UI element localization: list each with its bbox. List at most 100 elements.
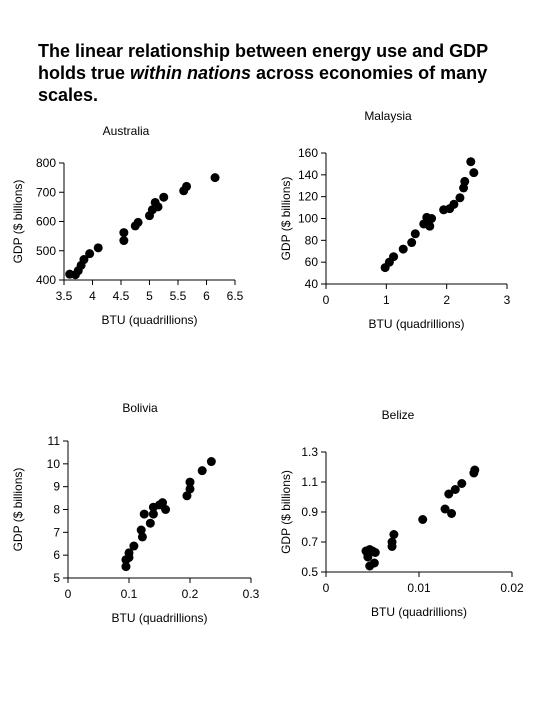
bolivia-x-axis-label: BTU (quadrillions) (111, 611, 207, 625)
australia-x-tick-label: 5.5 (170, 289, 187, 303)
malaysia-y-axis-label: GDP ($ billions) (279, 177, 293, 261)
malaysia-data-point (410, 229, 420, 239)
belize-data-point (440, 504, 450, 514)
bolivia-x-tick-label: 0.1 (121, 587, 138, 601)
malaysia-y-tick-label: 40 (305, 277, 319, 291)
australia-x-tick-label: 6 (203, 289, 210, 303)
malaysia-data-point (422, 212, 432, 222)
bolivia-data-point (137, 532, 147, 542)
australia-x-tick-label: 5 (146, 289, 153, 303)
bolivia-y-tick-label: 5 (53, 571, 60, 585)
australia-data-point (133, 217, 143, 227)
belize-data-point (444, 489, 454, 499)
belize-x-tick-label: 0.01 (407, 581, 431, 595)
bolivia-x-tick-label: 0 (65, 587, 72, 601)
bolivia-y-tick-label: 7 (53, 525, 60, 539)
belize-data-point (418, 515, 428, 524)
bolivia-y-tick-label: 9 (53, 480, 60, 494)
belize-data-point (387, 537, 397, 547)
bolivia-chart-title: Bolivia (122, 401, 158, 415)
australia-y-tick-label: 600 (36, 215, 56, 229)
australia-chart: Australia 400 500 600 700 800 3.5 4 4.5 5 5.5 6 6.5 B… (11, 124, 244, 327)
australia-y-tick-label: 400 (36, 273, 56, 287)
malaysia-y-tick-label: 60 (305, 255, 319, 269)
belize-y-tick-label: 1.3 (301, 445, 318, 459)
australia-y-tick-label: 800 (36, 156, 56, 170)
malaysia-data-point (469, 168, 479, 178)
malaysia-chart-title: Malaysia (364, 109, 412, 123)
australia-x-tick-label: 4.5 (113, 289, 130, 303)
australia-x-axis-label: BTU (quadrillions) (101, 313, 197, 327)
australia-data-point (153, 202, 163, 212)
australia-y-axis-label: GDP ($ billions) (11, 180, 25, 264)
australia-data-point (119, 228, 129, 238)
australia-data-point (119, 236, 129, 246)
australia-data-point (182, 181, 192, 191)
malaysia-data-point (407, 238, 417, 248)
belize-y-tick-label: 0.7 (301, 535, 318, 549)
bolivia-x-tick-label: 0.3 (243, 587, 260, 601)
malaysia-y-tick-label: 100 (298, 212, 318, 226)
malaysia-x-tick-label: 1 (383, 293, 390, 307)
bolivia-data-point (185, 484, 195, 494)
belize-x-tick-label: 0.02 (500, 581, 524, 595)
malaysia-data-point (398, 244, 408, 254)
malaysia-chart: Malaysia 40 60 80 100 120 140 160 0 1 2 3 BTU (quadr… (279, 109, 511, 331)
belize-chart: Belize 0.5 0.7 0.9 1.1 1.3 0 0.01 0.02 BTU (quadr… (279, 408, 524, 619)
bolivia-data-point (121, 562, 131, 572)
malaysia-data-point (425, 221, 435, 231)
bolivia-y-tick-label: 6 (53, 548, 60, 562)
belize-y-tick-label: 0.5 (301, 565, 318, 579)
bolivia-data-point (129, 541, 139, 551)
malaysia-y-tick-label: 160 (298, 146, 318, 160)
bolivia-data-point (139, 509, 149, 519)
australia-data-point (79, 255, 89, 265)
australia-x-tick-label: 3.5 (56, 289, 73, 303)
bolivia-data-point (161, 505, 171, 514)
belize-data-point (389, 530, 399, 539)
headline: The linear relationship between energy u… (38, 40, 518, 106)
australia-chart-title: Australia (103, 124, 150, 138)
headline-part-2: across economies of many scales. (38, 63, 488, 105)
belize-data-point (470, 465, 480, 475)
bolivia-chart: Bolivia 5 6 7 8 9 10 11 0 0.1 0.2 0.3 BTU (quadrilli… (11, 401, 260, 625)
belize-data-point (447, 509, 457, 518)
bolivia-data-point (185, 477, 195, 487)
malaysia-x-tick-label: 2 (443, 293, 450, 307)
malaysia-data-point (460, 176, 470, 186)
malaysia-y-tick-label: 120 (298, 190, 318, 204)
belize-data-point (370, 548, 380, 557)
belize-chart-title: Belize (382, 408, 415, 422)
bolivia-x-tick-label: 0.2 (182, 587, 199, 601)
belize-y-tick-label: 1.1 (301, 475, 318, 489)
belize-x-axis-label: BTU (quadrillions) (371, 605, 467, 619)
bolivia-y-axis-label: GDP ($ billions) (11, 468, 25, 552)
belize-data-point (457, 479, 467, 488)
australia-x-tick-label: 4 (89, 289, 96, 303)
belize-y-tick-label: 0.9 (301, 505, 318, 519)
bolivia-data-point (197, 466, 207, 476)
malaysia-y-tick-label: 80 (305, 233, 319, 247)
australia-y-tick-label: 500 (36, 244, 56, 258)
malaysia-x-tick-label: 3 (504, 293, 511, 307)
bolivia-data-point (206, 457, 216, 467)
bolivia-data-point (148, 509, 158, 519)
belize-data-point (450, 485, 460, 494)
australia-data-point (210, 173, 220, 183)
malaysia-data-point (466, 157, 476, 167)
belize-y-axis-label: GDP ($ billions) (279, 470, 293, 554)
bolivia-data-point (158, 498, 168, 508)
malaysia-data-point (455, 193, 465, 203)
bolivia-y-tick-label: 10 (47, 457, 61, 471)
bolivia-data-point (145, 518, 155, 528)
malaysia-data-point (449, 199, 459, 209)
australia-y-tick-label: 700 (36, 185, 56, 199)
malaysia-x-axis-label: BTU (quadrillions) (368, 317, 464, 331)
australia-data-point (85, 249, 95, 259)
bolivia-y-tick-label: 11 (48, 434, 61, 448)
belize-x-tick-label: 0 (323, 581, 330, 595)
bolivia-data-point (124, 552, 134, 562)
belize-data-point (369, 558, 379, 568)
bolivia-data-point (182, 491, 192, 501)
bolivia-data-point (136, 525, 146, 535)
